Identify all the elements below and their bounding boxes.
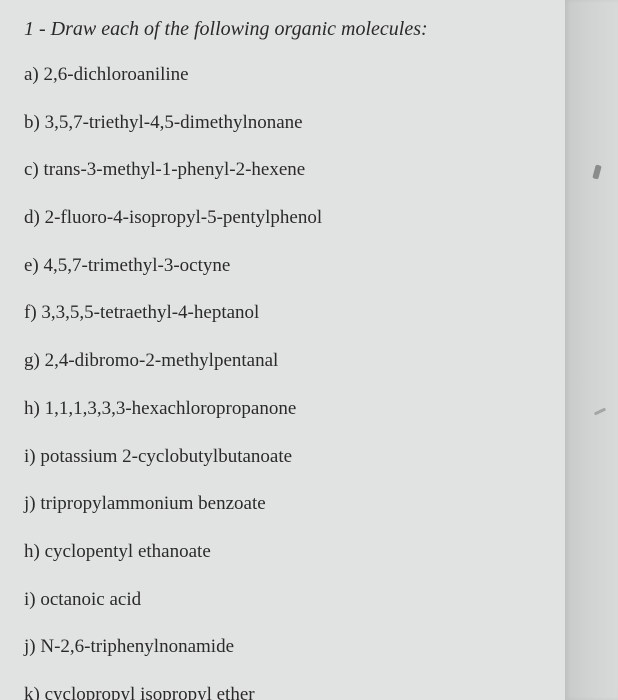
item-letter: i) bbox=[24, 446, 36, 467]
item-letter: g) bbox=[24, 350, 40, 371]
list-item: h) 1,1,1,3,3,3-hexachloropropanone bbox=[24, 397, 543, 422]
item-text: octanoic acid bbox=[40, 589, 141, 610]
item-text: 2,4-dibromo-2-methylpentanal bbox=[45, 350, 279, 371]
item-text: 3,3,5,5-tetraethyl-4-heptanol bbox=[41, 302, 259, 323]
item-text: tripropylammonium benzoate bbox=[40, 493, 265, 514]
list-item: d) 2-fluoro-4-isopropyl-5-pentylphenol bbox=[24, 206, 543, 231]
item-text: cyclopentyl ethanoate bbox=[45, 541, 211, 562]
question-number: 1 bbox=[24, 18, 34, 40]
item-letter: c) bbox=[24, 159, 39, 180]
item-text: trans-3-methyl-1-phenyl-2-hexene bbox=[44, 159, 306, 180]
item-letter: f) bbox=[24, 302, 37, 323]
item-text: 2,6-dichloroaniline bbox=[44, 64, 189, 85]
list-item: b) 3,5,7-triethyl-4,5-dimethylnonane bbox=[24, 111, 543, 136]
item-letter: e) bbox=[24, 255, 39, 276]
item-letter: b) bbox=[24, 112, 40, 133]
item-letter: j) bbox=[24, 493, 36, 514]
page-edge-shadow bbox=[565, 0, 618, 700]
item-text: 2-fluoro-4-isopropyl-5-pentylphenol bbox=[45, 207, 323, 228]
item-letter: i) bbox=[24, 589, 36, 610]
item-letter: a) bbox=[24, 64, 39, 85]
list-item: k) cyclopropyl isopropyl ether bbox=[24, 683, 543, 700]
list-item: f) 3,3,5,5-tetraethyl-4-heptanol bbox=[24, 301, 543, 326]
item-letter: d) bbox=[24, 207, 40, 228]
item-letter: k) bbox=[24, 684, 40, 700]
list-item: g) 2,4-dibromo-2-methylpentanal bbox=[24, 349, 543, 374]
item-text: N-2,6-triphenylnonamide bbox=[40, 636, 234, 657]
list-item: j) N-2,6-triphenylnonamide bbox=[24, 635, 543, 660]
list-item: j) tripropylammonium benzoate bbox=[24, 492, 543, 517]
question-prompt: 1 - Draw each of the following organic m… bbox=[24, 18, 543, 41]
worksheet-page: 1 - Draw each of the following organic m… bbox=[0, 0, 565, 700]
list-item: a) 2,6-dichloroaniline bbox=[24, 63, 543, 88]
item-letter: h) bbox=[24, 398, 40, 419]
scuff-mark-icon bbox=[592, 164, 601, 179]
list-item: e) 4,5,7-trimethyl-3-octyne bbox=[24, 254, 543, 279]
list-item: h) cyclopentyl ethanoate bbox=[24, 540, 543, 565]
list-item: i) potassium 2-cyclobutylbutanoate bbox=[24, 445, 543, 470]
question-text: Draw each of the following organic molec… bbox=[51, 18, 428, 40]
item-letter: h) bbox=[24, 541, 40, 562]
item-text: 3,5,7-triethyl-4,5-dimethylnonane bbox=[45, 112, 303, 133]
item-letter: j) bbox=[24, 636, 36, 657]
list-item: c) trans-3-methyl-1-phenyl-2-hexene bbox=[24, 158, 543, 183]
scuff-mark-icon bbox=[594, 408, 606, 416]
item-text: 4,5,7-trimethyl-3-octyne bbox=[44, 255, 231, 276]
list-item: i) octanoic acid bbox=[24, 588, 543, 613]
item-text: cyclopropyl isopropyl ether bbox=[45, 684, 255, 700]
item-text: potassium 2-cyclobutylbutanoate bbox=[40, 446, 292, 467]
item-text: 1,1,1,3,3,3-hexachloropropanone bbox=[45, 398, 297, 419]
